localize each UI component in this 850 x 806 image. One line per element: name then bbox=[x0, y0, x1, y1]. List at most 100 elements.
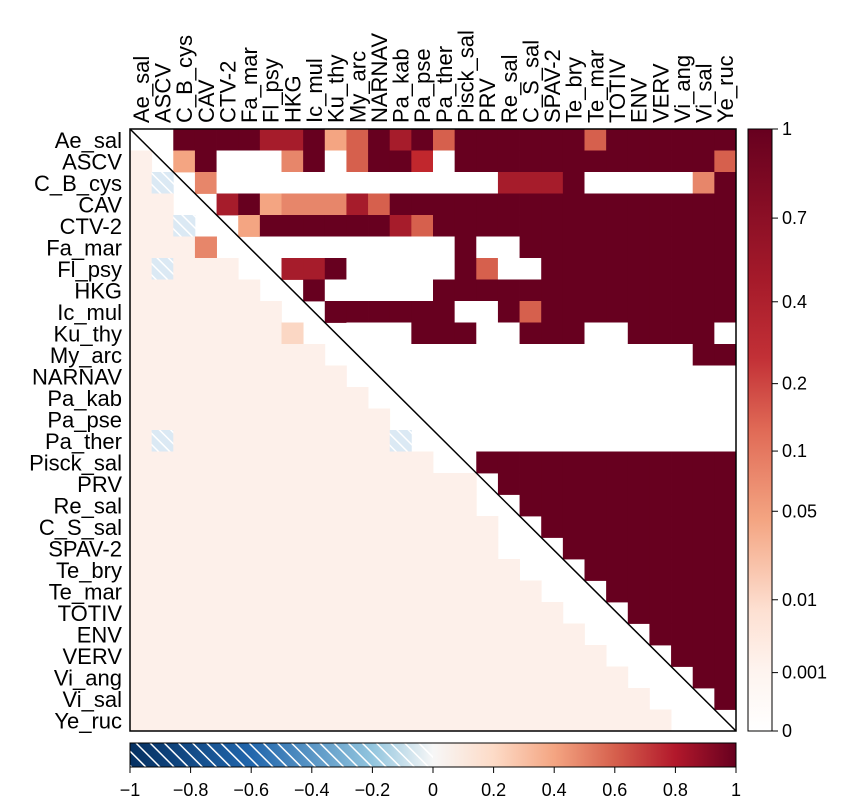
lower-cell bbox=[324, 408, 347, 431]
lower-cell bbox=[281, 602, 304, 624]
column-label: HKG bbox=[280, 75, 305, 123]
lower-cell bbox=[130, 645, 153, 667]
lower-cell bbox=[303, 709, 326, 732]
lower-cell bbox=[216, 344, 239, 366]
lower-cell bbox=[216, 365, 239, 388]
upper-cell bbox=[433, 129, 456, 151]
r-colorbar-tick-label: 0.4 bbox=[542, 780, 567, 800]
lower-cell bbox=[216, 623, 239, 646]
upper-cell bbox=[433, 172, 456, 194]
lower-cell bbox=[216, 408, 239, 431]
upper-cell bbox=[584, 559, 607, 581]
lower-cell bbox=[346, 537, 369, 560]
lower-cell bbox=[303, 494, 326, 517]
upper-cell bbox=[606, 258, 629, 280]
lower-cell bbox=[259, 344, 282, 366]
upper-cell bbox=[541, 129, 564, 151]
upper-cell bbox=[281, 172, 304, 194]
lower-cell bbox=[130, 430, 153, 452]
lower-cell bbox=[238, 516, 261, 538]
upper-cell bbox=[627, 301, 650, 323]
upper-cell bbox=[389, 301, 412, 323]
upper-cell bbox=[562, 408, 585, 431]
lower-cell bbox=[173, 602, 196, 624]
lower-cell bbox=[281, 537, 304, 560]
lower-cell bbox=[151, 387, 174, 409]
upper-cell bbox=[649, 129, 672, 151]
column-label: ENV bbox=[627, 77, 652, 123]
row-labels: Ae_salASCVC_B_cysCAVCTV-2Fa_marFl_psyHKG… bbox=[29, 128, 122, 734]
column-label: Ae_sal bbox=[129, 56, 154, 123]
lower-cell bbox=[173, 623, 196, 646]
upper-cell bbox=[281, 258, 304, 280]
r-colorbar-hatch bbox=[130, 743, 433, 767]
row-label: ENV bbox=[77, 622, 123, 647]
upper-cell bbox=[454, 258, 477, 280]
upper-cell bbox=[497, 279, 520, 302]
lower-cell bbox=[151, 666, 174, 689]
lower-cell bbox=[519, 645, 542, 667]
upper-cell bbox=[433, 215, 456, 237]
upper-cell bbox=[584, 430, 607, 452]
column-label: Vi_sal bbox=[692, 63, 717, 123]
lower-cell bbox=[346, 688, 369, 710]
upper-cell bbox=[541, 516, 564, 538]
upper-cell bbox=[541, 430, 564, 452]
column-label: ASCV bbox=[150, 63, 175, 123]
upper-cell bbox=[671, 494, 694, 517]
upper-cell bbox=[692, 344, 715, 366]
upper-cell bbox=[692, 666, 715, 689]
heatmap-cells bbox=[130, 129, 737, 732]
lower-cell bbox=[194, 602, 217, 624]
lower-cell bbox=[194, 666, 217, 689]
lower-cell bbox=[562, 688, 585, 710]
upper-cell bbox=[606, 193, 629, 216]
lower-cell bbox=[259, 322, 282, 345]
row-label: Pa_ther bbox=[45, 429, 122, 454]
upper-cell bbox=[497, 365, 520, 388]
lower-cell bbox=[216, 301, 239, 323]
lower-cell bbox=[368, 451, 391, 474]
lower-cell bbox=[173, 236, 196, 259]
lower-cell bbox=[281, 408, 304, 431]
lower-cell bbox=[216, 279, 239, 302]
upper-cell bbox=[692, 387, 715, 409]
upper-cell bbox=[627, 537, 650, 560]
upper-cell bbox=[324, 215, 347, 237]
lower-cell bbox=[151, 430, 174, 452]
lower-cell bbox=[541, 623, 564, 646]
lower-cell bbox=[216, 559, 239, 581]
lower-cell bbox=[173, 430, 196, 452]
upper-cell bbox=[671, 258, 694, 280]
upper-cell bbox=[281, 236, 304, 259]
lower-cell bbox=[259, 559, 282, 581]
lower-cell bbox=[433, 537, 456, 560]
lower-cell bbox=[194, 236, 217, 259]
row-label: Vi_ang bbox=[54, 665, 122, 690]
lower-cell bbox=[411, 494, 434, 517]
upper-cell bbox=[692, 322, 715, 345]
lower-cell bbox=[216, 473, 239, 495]
upper-cell bbox=[259, 193, 282, 216]
upper-cell bbox=[714, 623, 737, 646]
upper-cell bbox=[476, 215, 499, 237]
lower-cell bbox=[389, 709, 412, 732]
upper-cell bbox=[584, 451, 607, 474]
upper-cell bbox=[476, 172, 499, 194]
lower-cell bbox=[216, 494, 239, 517]
upper-cell bbox=[433, 322, 456, 345]
upper-cell bbox=[627, 516, 650, 538]
lower-cell bbox=[259, 709, 282, 732]
row-label: CAV bbox=[78, 192, 122, 217]
lower-cell bbox=[130, 150, 153, 173]
upper-cell bbox=[584, 494, 607, 517]
lower-cell bbox=[259, 623, 282, 646]
upper-cell bbox=[368, 301, 391, 323]
upper-cell bbox=[714, 645, 737, 667]
lower-cell bbox=[433, 666, 456, 689]
upper-cell bbox=[476, 430, 499, 452]
lower-cell bbox=[173, 494, 196, 517]
lower-cell bbox=[194, 408, 217, 431]
lower-cell bbox=[411, 602, 434, 624]
upper-cell bbox=[627, 580, 650, 603]
